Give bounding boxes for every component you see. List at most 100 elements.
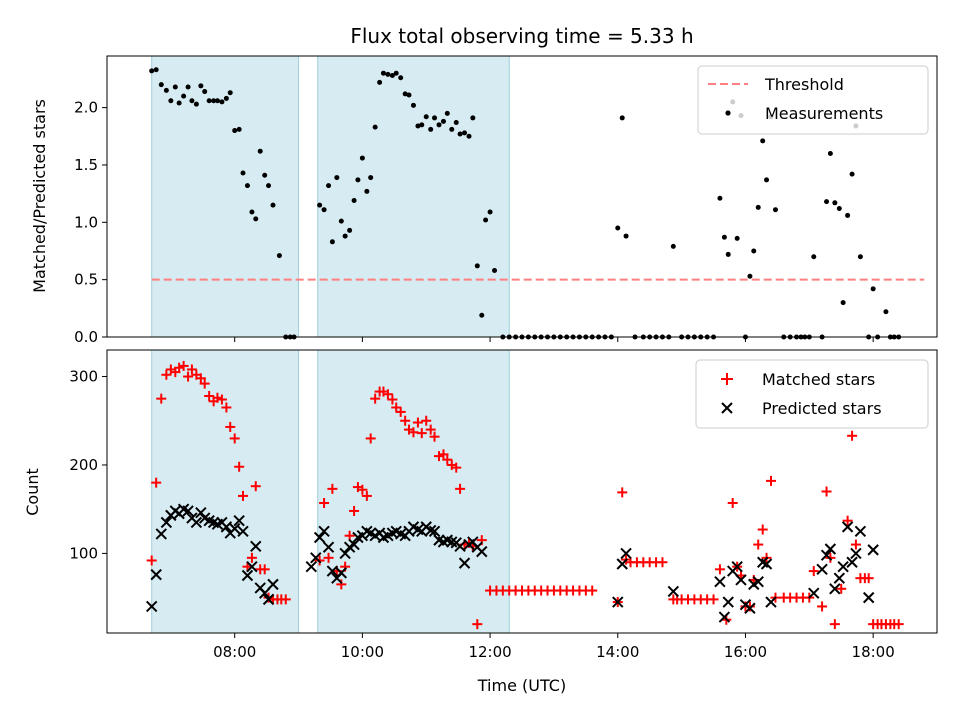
predicted-star-point-91 — [829, 583, 841, 595]
matched-star-point-20 — [234, 461, 245, 472]
measurement-point-71 — [479, 312, 485, 318]
matched-star-point-26 — [259, 564, 270, 575]
measurement-point-8 — [185, 84, 191, 90]
measurement-point-111 — [725, 251, 731, 257]
matched-star-point-131 — [850, 539, 861, 550]
matched-star-point-2 — [156, 393, 167, 404]
measurement-point-102 — [670, 243, 676, 249]
measurement-point-51 — [393, 70, 399, 76]
measurement-point-7 — [181, 93, 187, 99]
predicted-star-point-10 — [190, 516, 203, 529]
measurement-point-129 — [811, 254, 817, 260]
measurement-point-40 — [347, 227, 353, 233]
measurement-point-21 — [240, 170, 246, 176]
legend-matched-plus-icon — [721, 373, 733, 385]
measurement-point-116 — [747, 273, 753, 279]
measurement-point-117 — [751, 248, 757, 254]
top-legend-box — [697, 65, 929, 135]
measurement-point-38 — [338, 218, 344, 224]
measurement-point-36 — [329, 239, 335, 245]
matched-star-point-13 — [204, 390, 215, 401]
measurement-point-134 — [836, 206, 842, 212]
matched-star-point-61 — [438, 449, 449, 460]
measurement-point-12 — [202, 89, 208, 95]
measurement-point-29 — [276, 253, 282, 259]
matched-star-point-57 — [421, 415, 432, 426]
top-y-tick-label-3: 1.5 — [74, 156, 98, 174]
top-panel: 0.00.51.01.52.0 Matched/Predicted stars … — [30, 55, 938, 346]
measurement-point-143 — [883, 309, 889, 315]
predicted-star-point-96 — [850, 547, 862, 560]
predicted-star-point-39 — [348, 538, 360, 551]
measurement-point-2 — [158, 82, 164, 88]
measurement-point-119 — [760, 138, 766, 144]
measurement-point-48 — [380, 70, 386, 76]
measurement-point-44 — [364, 188, 370, 194]
measurement-point-47 — [377, 79, 383, 85]
measurement-point-26 — [262, 172, 268, 178]
measurement-point-74 — [492, 267, 498, 273]
predicted-star-point-23 — [246, 560, 258, 573]
matched-star-point-89 — [617, 487, 628, 498]
bottom-y-ticks: 100 200 300 — [69, 368, 107, 562]
matched-star-point-37 — [336, 579, 347, 590]
matched-star-point-107 — [727, 497, 738, 508]
bottom-legend: Matched stars Predicted stars — [695, 359, 929, 429]
top-y-ticks: 0.0 0.5 1.0 1.5 2.0 — [74, 99, 107, 346]
measurement-point-135 — [840, 300, 846, 306]
measurement-point-11 — [198, 83, 204, 89]
measurement-point-136 — [845, 212, 851, 218]
measurement-point-139 — [857, 254, 863, 260]
measurement-point-68 — [466, 133, 472, 139]
predicted-star-point-26 — [258, 587, 271, 599]
matched-star-point-8 — [183, 371, 194, 382]
matched-star-point-60 — [434, 451, 444, 462]
bottom-axes-frame — [106, 349, 938, 634]
predicted-star-point-65 — [458, 557, 471, 569]
bottom-data-marks — [145, 360, 904, 630]
bot-shaded-interval-0 — [151, 349, 300, 634]
matched-star-point-129 — [842, 515, 853, 526]
measurement-point-52 — [398, 75, 404, 81]
matched-star-point-40 — [349, 505, 360, 516]
matched-star-point-50 — [391, 402, 402, 413]
x-tick-label-4: 16:00 — [724, 643, 767, 661]
top-x-ticks — [234, 337, 874, 342]
top-y-tick-label-4: 2.0 — [74, 99, 98, 117]
measurement-point-73 — [487, 209, 493, 215]
matched-star-point-23 — [246, 552, 257, 563]
measurement-point-3 — [163, 87, 169, 93]
measurement-point-17 — [223, 95, 229, 101]
bottom-y-axis-label: Count — [23, 468, 42, 516]
predicted-star-point-90 — [824, 543, 837, 555]
predicted-star-point-95 — [846, 556, 858, 568]
predicted-star-point-98 — [862, 591, 875, 604]
matched-star-point-128 — [836, 583, 847, 594]
matched-star-point-87 — [587, 585, 598, 596]
matched-star-point-31 — [280, 594, 291, 605]
top-data-marks — [149, 67, 925, 340]
matched-star-point-35 — [327, 483, 338, 494]
matched-star-point-15 — [212, 392, 223, 403]
predicted-star-point-64 — [454, 540, 466, 553]
measurement-point-118 — [755, 204, 761, 210]
legend-matched-label: Matched stars — [762, 370, 875, 389]
measurement-point-122 — [772, 207, 778, 213]
measurement-point-39 — [342, 233, 348, 239]
matched-star-point-116 — [766, 475, 776, 486]
predicted-star-point-94 — [841, 521, 854, 533]
measurement-point-55 — [410, 102, 416, 108]
predicted-star-point-73 — [667, 585, 680, 598]
measurement-point-63 — [444, 110, 450, 116]
x-tick-label-0: 08:00 — [213, 643, 256, 661]
x-tick-label-5: 18:00 — [852, 643, 895, 661]
matched-star-point-64 — [451, 462, 462, 473]
measurement-point-70 — [474, 263, 480, 269]
predicted-star-point-3 — [160, 516, 173, 529]
measurement-point-15 — [214, 98, 220, 104]
matched-star-point-56 — [416, 428, 427, 439]
matched-star-point-127 — [829, 619, 840, 630]
matched-star-point-55 — [412, 417, 423, 428]
matched-star-point-125 — [821, 486, 832, 497]
